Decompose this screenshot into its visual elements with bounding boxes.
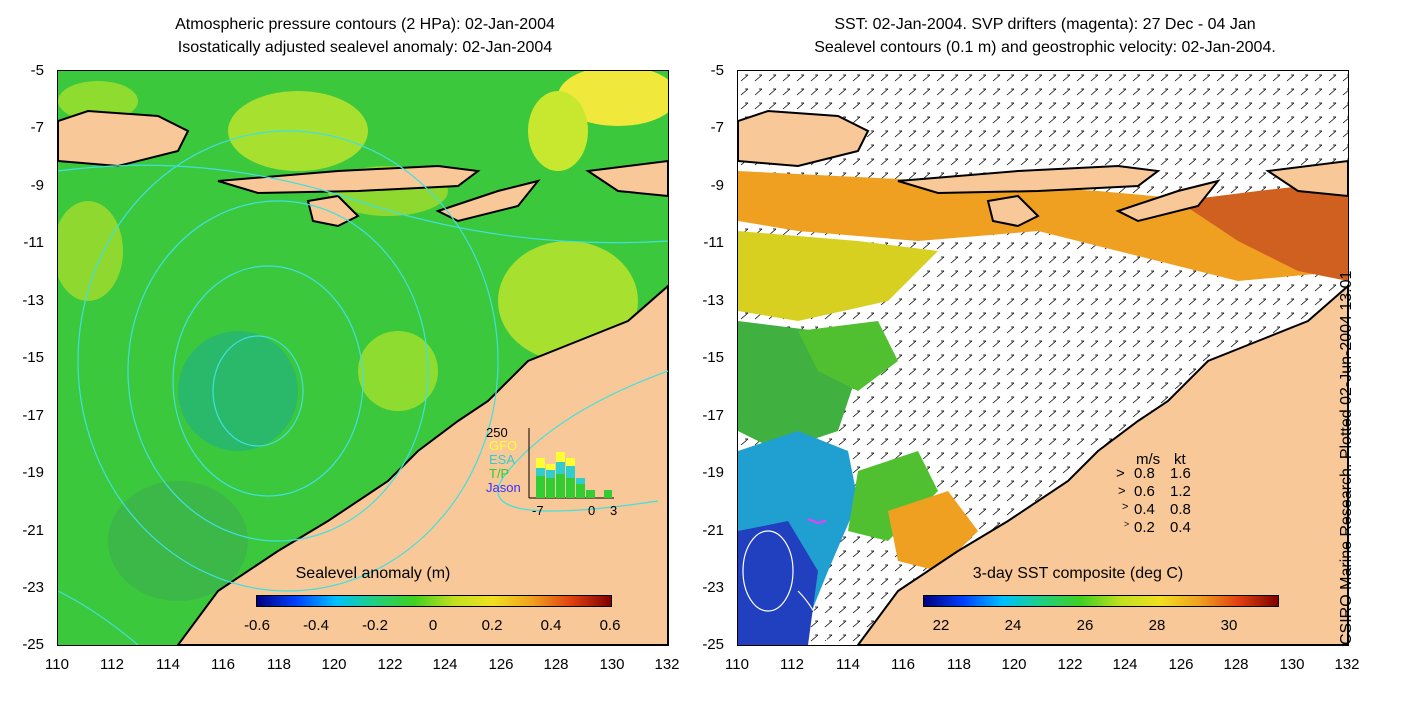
left-cb-tick-7: 0.6 [599,617,621,634]
right-xtick-5: 118 [947,656,971,673]
left-ytick-4: -11 [23,234,44,251]
left-ytick-9: -21 [22,522,44,539]
right-ytick-3: -9 [710,177,724,194]
vec-arrow-3: > [1122,501,1129,513]
right-ytick-6: -15 [702,349,724,366]
vec-ms-2: 0.6 [1134,483,1155,500]
vec-header-ms: m/s [1136,451,1161,468]
vec-arrow-1: > [1116,465,1125,482]
inset-x-zero: 0 [588,503,596,518]
right-xtick-3: 114 [836,656,860,673]
left-ytick-8: -19 [22,464,44,481]
inset-x-max: 3 [610,503,618,518]
left-title-line1: Atmospheric pressure contours (2 HPa): 0… [175,16,555,33]
vec-ms-4: 0.2 [1134,519,1155,536]
sealevel-map-graphic [58,71,668,645]
left-ytick-10: -23 [22,579,44,596]
right-xtick-4: 116 [891,656,915,673]
legend-tp: T/P [489,466,510,481]
right-cb-tick-4: 28 [1148,617,1166,634]
left-colorbar-label: Sealevel anomaly (m) [295,565,451,582]
left-ytick-3: -9 [30,177,44,194]
right-ytick-11: -25 [702,636,724,653]
right-xtick-2: 112 [780,656,804,673]
right-title-line1: SST: 02-Jan-2004. SVP drifters (magenta)… [834,16,1256,33]
right-ytick-4: -11 [703,234,724,251]
legend-gfo: GFO [489,438,518,453]
left-colorbar [256,595,612,607]
left-cb-tick-1: -0.6 [244,617,270,634]
left-xtick-7: 122 [377,656,403,673]
vec-kt-2: 1.2 [1170,483,1191,500]
right-ytick-5: -13 [702,292,724,309]
inset-ymax: 250 [486,425,508,440]
right-colorbar-label: 3-day SST composite (deg C) [972,565,1184,582]
right-xtick-11: 130 [1279,656,1305,673]
right-xtick-1: 110 [725,656,749,673]
left-xtick-3: 114 [156,656,180,673]
right-ytick-1: -5 [710,62,724,79]
inset-histogram [528,428,614,499]
left-cb-tick-3: -0.2 [362,617,388,634]
right-ytick-7: -17 [702,407,724,424]
left-xtick-9: 126 [488,656,514,673]
right-ytick-10: -23 [702,579,724,596]
left-xtick-10: 128 [543,656,569,673]
right-xtick-8: 124 [1112,656,1138,673]
vec-arrow-4: > [1124,519,1130,529]
altimeter-inset: 250 GFO ESA T/P Jason -7 0 3 [486,425,618,518]
vec-ms-3: 0.4 [1134,501,1155,518]
right-cb-tick-3: 26 [1076,617,1094,634]
left-xtick-8: 124 [432,656,458,673]
legend-jason: Jason [486,480,521,495]
left-ytick-1: -5 [30,62,44,79]
left-xtick-4: 116 [211,656,235,673]
vec-ms-1: 0.8 [1134,465,1155,482]
left-xtick-1: 110 [45,656,69,673]
inset-x-min: -7 [532,503,544,518]
right-xtick-6: 120 [1001,656,1027,673]
vec-kt-1: 1.6 [1170,465,1191,482]
right-xtick-7: 122 [1057,656,1083,673]
right-cb-tick-5: 30 [1220,617,1238,634]
left-cb-tick-4: 0 [428,617,438,634]
left-xtick-2: 112 [100,656,124,673]
left-ytick-2: -7 [30,119,44,136]
left-cb-tick-6: 0.4 [540,617,562,634]
right-cb-tick-2: 24 [1004,617,1022,634]
left-xtick-6: 120 [321,656,347,673]
left-ytick-7: -17 [22,407,44,424]
left-cb-tick-5: 0.2 [481,617,503,634]
left-ytick-6: -15 [22,349,44,366]
left-title-line2: Isostatically adjusted sealevel anomaly:… [177,39,553,56]
right-ytick-8: -19 [702,464,724,481]
left-xtick-11: 130 [599,656,625,673]
vec-header-kt: kt [1174,451,1186,468]
left-cb-tick-2: -0.4 [303,617,329,634]
left-ytick-11: -25 [22,636,44,653]
right-colorbar [923,595,1279,607]
right-xtick-12: 132 [1334,656,1360,673]
sealevel-map: 250 GFO ESA T/P Jason -7 0 3 Sealevel an… [57,70,669,646]
right-ytick-9: -21 [702,522,724,539]
sst-map: m/s kt > 0.8 1.6 > 0.6 1.2 > 0.4 0.8 > 0… [737,70,1349,646]
right-xtick-9: 126 [1168,656,1194,673]
vec-kt-4: 0.4 [1170,519,1191,536]
right-xtick-10: 128 [1223,656,1249,673]
credit-text: CSIRO Marine Research. Plotted 02-Jun-20… [1338,270,1355,645]
sst-map-graphic [738,71,1348,645]
left-xtick-12: 132 [654,656,680,673]
vec-kt-3: 0.8 [1170,501,1191,518]
left-xtick-5: 118 [267,656,291,673]
left-ytick-5: -13 [22,292,44,309]
vec-arrow-2: > [1118,483,1126,498]
velocity-legend: m/s kt > 0.8 1.6 > 0.6 1.2 > 0.4 0.8 > 0… [1110,451,1230,541]
right-ytick-2: -7 [710,119,724,136]
legend-esa: ESA [489,452,516,467]
right-title-line2: Sealevel contours (0.1 m) and geostrophi… [814,39,1276,56]
right-cb-tick-1: 22 [932,617,950,634]
